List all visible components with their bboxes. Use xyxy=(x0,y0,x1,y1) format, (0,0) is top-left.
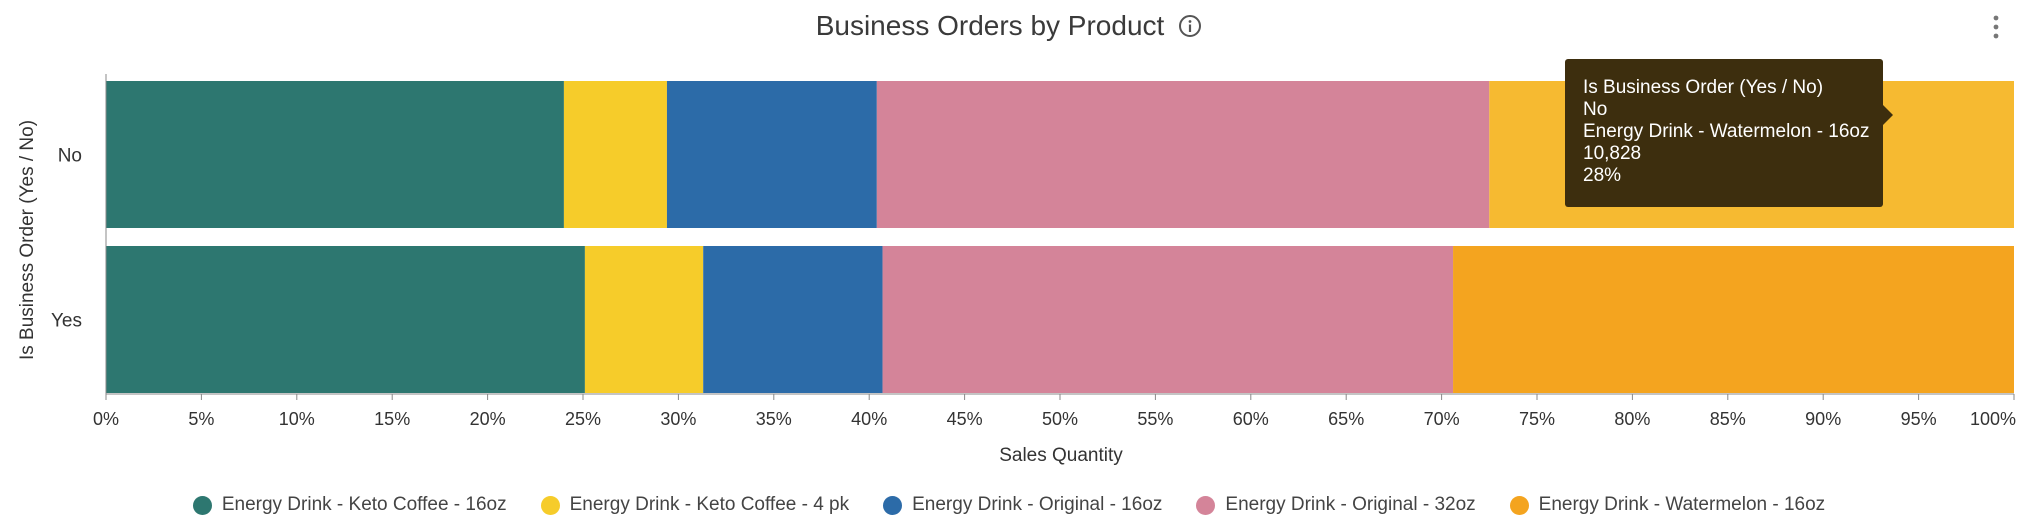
x-tick-label: 10% xyxy=(279,409,315,429)
x-axis: 0% 5% 10% 15% 20% 25% 30% 35% 40% 45% 50% 55% 60% 65%… xyxy=(93,393,2016,429)
x-tick-label: 100% xyxy=(1970,409,2016,429)
x-tick-label: 75% xyxy=(1519,409,1555,429)
bar-segment-yes-5[interactable] xyxy=(1453,246,2014,393)
legend-item-3[interactable]: Energy Drink - Original - 16oz xyxy=(883,494,1162,516)
chart-header: Business Orders by Product xyxy=(0,6,2018,46)
legend-swatch xyxy=(883,495,903,515)
legend-label: Energy Drink - Watermelon - 16oz xyxy=(1538,494,1826,515)
bar-segment-no-2[interactable] xyxy=(563,81,667,228)
tooltip-series: Energy Drink - Watermelon - 16oz xyxy=(1583,121,1870,142)
x-tick-label: 0% xyxy=(93,409,119,429)
x-tick-label: 60% xyxy=(1233,409,1269,429)
more-vertical-icon[interactable] xyxy=(1990,12,2002,42)
x-tick-label: 40% xyxy=(851,409,887,429)
legend-label: Energy Drink - Keto Coffee - 4 pk xyxy=(569,494,850,515)
bar-segment-no-3[interactable] xyxy=(666,81,877,228)
x-tick-label: 50% xyxy=(1042,409,1078,429)
tooltip-value: 10,828 xyxy=(1583,143,1642,164)
chart-tooltip: Is Business Order (Yes / No) No Energy D… xyxy=(1565,59,1893,207)
x-tick-label: 45% xyxy=(947,409,983,429)
legend-item-5[interactable]: Energy Drink - Watermelon - 16oz xyxy=(1509,494,1826,516)
x-tick-label: 5% xyxy=(188,409,214,429)
info-icon[interactable] xyxy=(1178,14,1202,38)
tooltip-category: No xyxy=(1583,99,1608,120)
chart-legend: Energy Drink - Keto Coffee - 16oz Energy … xyxy=(0,494,2018,516)
tooltip-percent: 28% xyxy=(1583,165,1622,186)
bar-segment-no-4[interactable] xyxy=(876,81,1490,228)
bar-segment-yes-3[interactable] xyxy=(703,246,883,393)
x-tick-label: 90% xyxy=(1805,409,1841,429)
tooltip-arrow xyxy=(1883,105,1893,125)
x-tick-label: 20% xyxy=(470,409,506,429)
x-tick-label: 15% xyxy=(374,409,410,429)
legend-item-1[interactable]: Energy Drink - Keto Coffee - 16oz xyxy=(192,494,507,516)
bar-segment-yes-2[interactable] xyxy=(584,246,704,393)
x-axis-title: Sales Quantity xyxy=(999,445,1123,466)
x-tick-label: 65% xyxy=(1328,409,1364,429)
x-tick-label: 30% xyxy=(660,409,696,429)
bar-segment-yes-1[interactable] xyxy=(106,246,585,393)
bar-segment-no-1[interactable] xyxy=(106,81,564,228)
y-axis-title: Is Business Order (Yes / No) xyxy=(17,120,38,360)
legend-swatch xyxy=(1196,495,1216,515)
legend-label: Energy Drink - Original - 16oz xyxy=(912,494,1163,515)
y-axis: No Yes xyxy=(51,74,107,394)
x-tick-label: 25% xyxy=(565,409,601,429)
y-tick-label-no: No xyxy=(58,146,82,167)
x-tick-label: 80% xyxy=(1614,409,1650,429)
legend-item-2[interactable]: Energy Drink - Keto Coffee - 4 pk xyxy=(540,494,850,516)
x-tick-label: 95% xyxy=(1901,409,1937,429)
legend-label: Energy Drink - Keto Coffee - 16oz xyxy=(221,494,507,515)
chart-title: Business Orders by Product xyxy=(815,10,1165,41)
legend-label: Energy Drink - Original - 32oz xyxy=(1225,494,1476,515)
legend-item-4[interactable]: Energy Drink - Original - 32oz xyxy=(1196,494,1476,516)
y-tick-label-yes: Yes xyxy=(51,311,82,332)
bar-segment-yes-4[interactable] xyxy=(882,246,1454,393)
legend-swatch xyxy=(192,495,212,515)
legend-swatch xyxy=(1509,495,1529,515)
x-tick-label: 35% xyxy=(756,409,792,429)
x-tick-label: 85% xyxy=(1710,409,1746,429)
x-tick-label: 55% xyxy=(1137,409,1173,429)
legend-swatch xyxy=(540,495,560,515)
x-tick-label: 70% xyxy=(1424,409,1460,429)
tooltip-field-name: Is Business Order (Yes / No) xyxy=(1583,77,1824,98)
